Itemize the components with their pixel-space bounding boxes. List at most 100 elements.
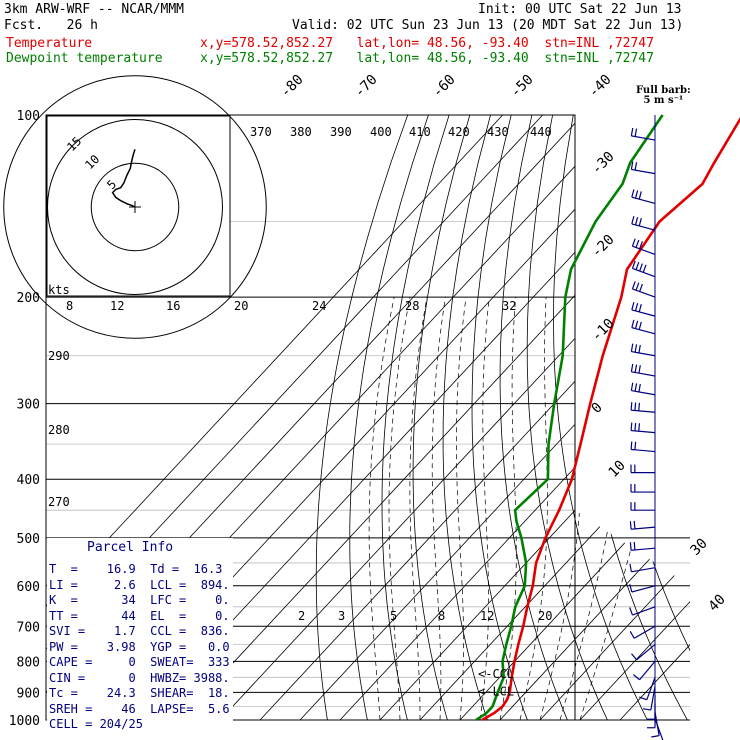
isotherm <box>459 115 690 720</box>
barb-flag <box>634 128 638 137</box>
wind-barb <box>630 484 655 493</box>
wind-barb <box>631 189 656 204</box>
wind-barb <box>631 281 656 298</box>
theta-label: 290 <box>48 349 70 363</box>
barb-flag <box>631 260 636 269</box>
barb-staff <box>631 135 656 141</box>
dry-adiabat <box>381 115 450 720</box>
dry-adiabat <box>627 115 690 720</box>
parcel-info-title: Parcel Info <box>87 540 174 555</box>
moist-adiabat <box>456 297 467 720</box>
barb-flag <box>638 321 642 330</box>
wind-barb <box>630 382 656 396</box>
mixing-ratio-label: 16 <box>166 299 180 313</box>
level-annotation: <-CCL <box>478 667 514 681</box>
barb-flag <box>635 239 640 248</box>
isotherm-label: 10 <box>606 458 629 481</box>
valid-time: Valid: 02 UTC Sun 23 Jun 13 (20 MDT Sat … <box>292 18 684 33</box>
barb-staff <box>631 448 656 453</box>
barb-flag <box>638 218 642 227</box>
wind-barb <box>633 660 656 681</box>
barb-staff <box>636 643 656 661</box>
barb-flag <box>630 343 634 352</box>
barb-staff <box>631 309 656 317</box>
hodograph-units: kts <box>48 283 70 297</box>
isotherm <box>46 115 503 720</box>
barb-flag <box>629 584 633 593</box>
dry-adiabat <box>673 115 690 720</box>
wind-barb <box>654 718 664 740</box>
barb-flag <box>630 441 633 450</box>
barb-staff <box>654 718 664 740</box>
wind-barb <box>631 302 656 317</box>
mixing-ratio-label: 12 <box>480 609 494 623</box>
moist-adiabat <box>499 297 517 720</box>
barb-flag <box>638 344 641 354</box>
hodograph-ring <box>47 119 223 295</box>
parcel-info-row: K = 34 LFC = 0. <box>49 593 230 607</box>
theta-label: 420 <box>448 125 470 139</box>
wind-barb <box>630 343 656 357</box>
wind-barb <box>629 606 656 616</box>
barb-flag <box>651 735 660 738</box>
barb-flag <box>634 344 638 353</box>
mixing-ratio-label: 8 <box>66 299 73 313</box>
barb-flag <box>635 262 640 270</box>
wind-barb <box>629 520 656 530</box>
parcel-info-row: TT = 44 EL = 0. <box>49 608 230 623</box>
mixing-ratio-label: 28 <box>405 299 419 313</box>
dry-adiabat <box>499 115 568 720</box>
parcel-info-row: CELL = 204/25 <box>49 717 143 731</box>
mixing-ratio-label: 5 <box>390 609 397 623</box>
wind-barb <box>631 643 656 661</box>
barb-flag <box>631 281 636 290</box>
barb-flag <box>638 402 641 411</box>
sounding-traces <box>475 114 740 722</box>
dry-adiabat <box>471 115 528 720</box>
barb-flag <box>634 383 638 392</box>
isotherm <box>579 115 690 720</box>
pressure-tick-400: 400 <box>17 473 40 488</box>
dewpoint-trace <box>475 114 664 722</box>
isotherm-label: 0 <box>589 400 606 417</box>
theta-label: 430 <box>487 125 509 139</box>
barb-flag <box>634 162 638 171</box>
theta-label: 280 <box>48 423 70 437</box>
barb-flag <box>634 402 637 411</box>
level-annotation: <-LCL <box>478 685 514 699</box>
hodograph-ring <box>90 162 180 252</box>
mixing-ratio-label: 12 <box>110 299 124 313</box>
wind-barb <box>630 363 656 377</box>
dry-adiabat <box>578 115 688 720</box>
barb-flag <box>630 382 634 391</box>
barb-flag <box>638 423 641 432</box>
theta-label: 380 <box>290 125 312 139</box>
pressure-tick-300: 300 <box>17 398 40 413</box>
dewpoint-legend: Dewpoint temperature <box>6 51 163 66</box>
pressure-tick-200: 200 <box>17 291 40 306</box>
parcel-info-row: CAPE = 0 SWEAT= 333 <box>49 655 230 669</box>
isotherm <box>219 115 690 720</box>
moist-adiabat <box>519 297 548 720</box>
barb-flag <box>631 302 635 311</box>
mixing-ratio-label: 32 <box>502 299 516 313</box>
barb-flag <box>635 282 640 291</box>
barb-flag <box>629 563 632 572</box>
barb-flag <box>634 320 639 329</box>
barb-flag <box>639 696 647 701</box>
barb-flag <box>639 283 643 292</box>
barb-flag <box>638 191 642 200</box>
barb-flag <box>638 304 642 313</box>
isotherm <box>419 115 690 720</box>
barb-flag <box>639 263 643 272</box>
hodograph-ring <box>3 75 267 339</box>
wind-barb <box>630 441 656 453</box>
isotherm <box>299 115 690 720</box>
isotherm-label: -30 <box>589 149 618 178</box>
isotherm-label: -80 <box>278 72 307 101</box>
isotherm-label: -40 <box>586 72 615 101</box>
pressure-tick-100: 100 <box>17 109 40 124</box>
barb-flag <box>629 542 632 551</box>
wind-barb <box>630 422 656 434</box>
isotherm <box>259 115 690 720</box>
